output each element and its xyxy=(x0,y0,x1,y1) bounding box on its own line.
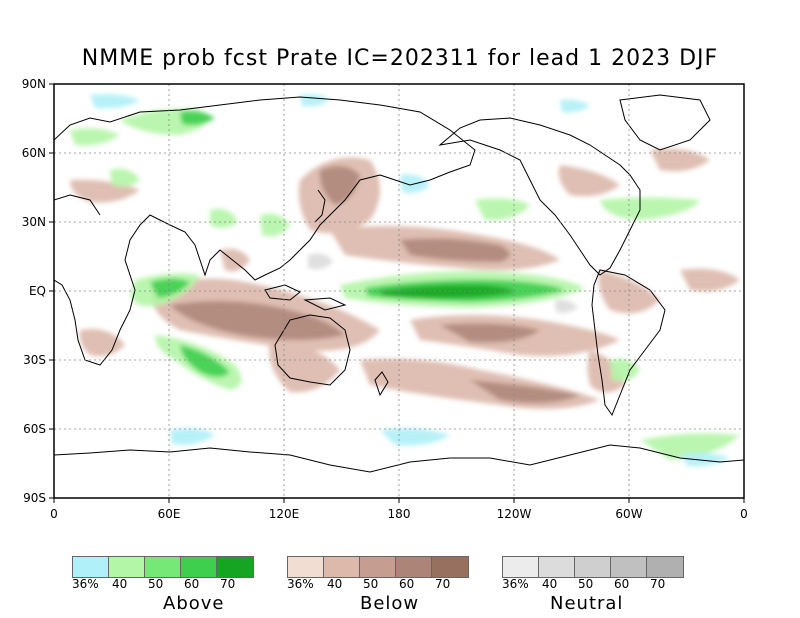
lat-tick-label: 90S xyxy=(23,491,46,505)
lat-tick-label: 30N xyxy=(22,215,46,229)
probability-shading xyxy=(70,94,740,467)
legend-below-colorbar xyxy=(287,556,469,578)
legend-tick: 36% xyxy=(72,577,99,591)
coastlines xyxy=(54,94,744,473)
legend-swatch xyxy=(575,557,611,577)
legend-below-label: Below xyxy=(360,593,420,614)
legend-tick: 60 xyxy=(614,577,630,591)
legend-swatch xyxy=(611,557,647,577)
legend-tick: 40 xyxy=(327,577,343,591)
legend-swatch xyxy=(288,557,324,577)
legend-swatch xyxy=(217,557,253,577)
lon-tick-label: 60E xyxy=(158,507,181,521)
legend-tick: 50 xyxy=(148,577,164,591)
legend-neutral-colorbar xyxy=(502,556,684,578)
legend-swatch xyxy=(73,557,109,577)
legend-swatch xyxy=(539,557,575,577)
legend-above-label: Above xyxy=(163,593,225,614)
lon-tick-label: 60W xyxy=(615,507,642,521)
legend-tick: 60 xyxy=(184,577,200,591)
legend-tick: 50 xyxy=(363,577,379,591)
lon-tick-label: 0 xyxy=(50,507,58,521)
legend-swatch xyxy=(109,557,145,577)
lat-tick-label: 90N xyxy=(22,77,46,91)
graticule xyxy=(54,84,744,498)
legend-tick: 36% xyxy=(287,577,314,591)
legend-swatch xyxy=(432,557,468,577)
lat-tick-label: 60N xyxy=(22,146,46,160)
legend-above-colorbar xyxy=(72,556,254,578)
lon-tick-label: 180 xyxy=(388,507,411,521)
legend-swatch xyxy=(503,557,539,577)
legend-tick: 40 xyxy=(542,577,558,591)
legend-swatch xyxy=(647,557,683,577)
lon-tick-label: 120W xyxy=(497,507,532,521)
legend-tick: 70 xyxy=(435,577,451,591)
legend-swatch xyxy=(181,557,217,577)
lat-tick-label: EQ xyxy=(29,284,46,298)
map-title: NMME prob fcst Prate IC=202311 for lead … xyxy=(81,46,719,71)
legend-swatch xyxy=(360,557,396,577)
legend-neutral-label: Neutral xyxy=(550,593,624,614)
legend-tick: 60 xyxy=(399,577,415,591)
lat-tick-label: 30S xyxy=(23,353,46,367)
lon-tick-label: 120E xyxy=(269,507,300,521)
legend-swatch xyxy=(396,557,432,577)
legend-tick: 36% xyxy=(502,577,529,591)
legend-tick: 50 xyxy=(578,577,594,591)
lat-tick-label: 60S xyxy=(23,422,46,436)
legend-tick: 40 xyxy=(112,577,128,591)
lon-tick-label: 0 xyxy=(740,507,748,521)
legend-tick: 70 xyxy=(220,577,236,591)
legend-swatch xyxy=(145,557,181,577)
legend-tick: 70 xyxy=(650,577,666,591)
legend-swatch xyxy=(324,557,360,577)
